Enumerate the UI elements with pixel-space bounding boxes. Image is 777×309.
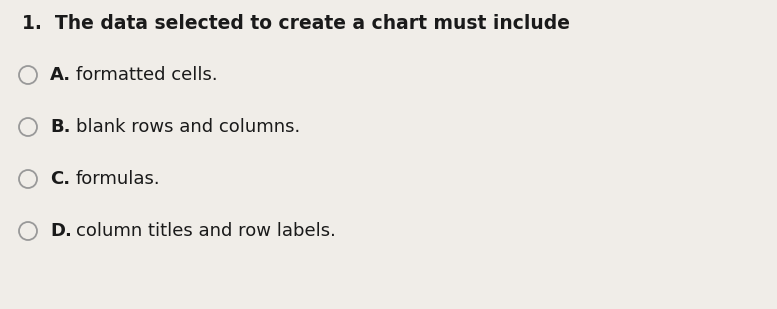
Text: C.: C. [50, 170, 70, 188]
Text: D.: D. [50, 222, 72, 240]
Text: formatted cells.: formatted cells. [76, 66, 218, 84]
Text: blank rows and columns.: blank rows and columns. [76, 118, 300, 136]
Text: formulas.: formulas. [76, 170, 161, 188]
Text: B.: B. [50, 118, 71, 136]
Text: A.: A. [50, 66, 71, 84]
Text: 1.  The data selected to create a chart must include: 1. The data selected to create a chart m… [22, 14, 570, 33]
Text: column titles and row labels.: column titles and row labels. [76, 222, 336, 240]
